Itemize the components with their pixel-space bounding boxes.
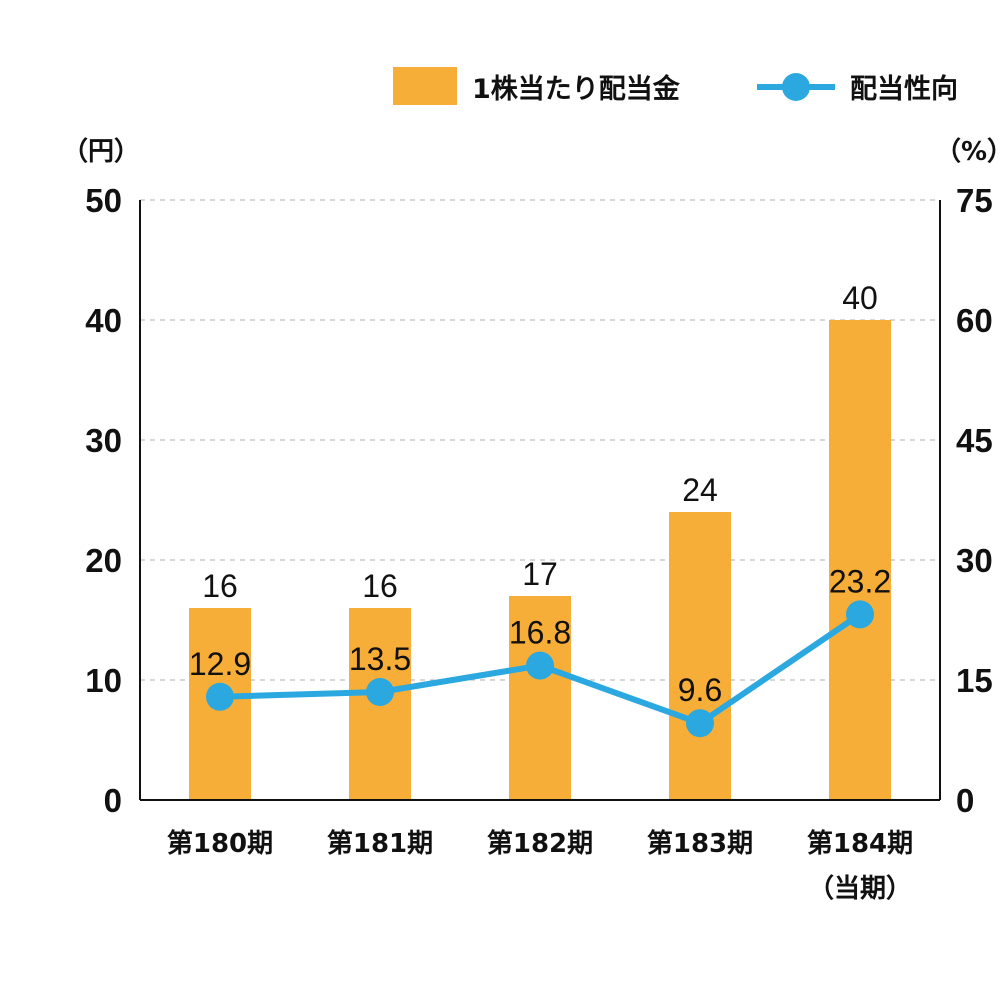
bar-value-label: 16 bbox=[362, 568, 398, 604]
data-labels: 16 16 17 24 40 12.9 13.5 16.8 9.6 23.2 bbox=[189, 280, 891, 708]
line-series bbox=[206, 600, 874, 738]
bar-value-label: 24 bbox=[682, 472, 718, 508]
bar-series bbox=[189, 320, 891, 800]
category-label: 第184期 bbox=[807, 828, 913, 859]
bar bbox=[829, 320, 891, 800]
line-value-label: 13.5 bbox=[349, 641, 411, 677]
category-label: 第181期 bbox=[327, 828, 433, 859]
bar bbox=[669, 512, 731, 800]
tick-labels: 0 10 20 30 40 50 0 15 30 45 60 75 bbox=[85, 182, 992, 819]
right-tick-label: 30 bbox=[956, 542, 993, 579]
bar-value-label: 17 bbox=[522, 556, 558, 592]
left-tick-label: 50 bbox=[85, 182, 122, 219]
legend-bar-swatch bbox=[393, 67, 457, 105]
line-point bbox=[686, 709, 714, 738]
line-value-label: 9.6 bbox=[678, 672, 722, 708]
left-tick-label: 0 bbox=[104, 782, 122, 819]
line-value-label: 16.8 bbox=[509, 615, 571, 651]
bar bbox=[509, 596, 571, 800]
legend-line-label: 配当性向 bbox=[850, 73, 958, 105]
left-tick-label: 20 bbox=[85, 542, 122, 579]
line-point bbox=[846, 600, 874, 629]
right-tick-label: 15 bbox=[956, 662, 993, 699]
legend-line-marker bbox=[782, 73, 810, 101]
legend-bar-label: 1株当たり配当金 bbox=[472, 73, 681, 105]
right-tick-label: 0 bbox=[956, 782, 974, 819]
right-tick-label: 60 bbox=[956, 302, 993, 339]
line-value-label: 12.9 bbox=[189, 646, 251, 682]
category-labels: 第180期 第181期 第182期 第183期 第184期 （当期） bbox=[167, 828, 913, 904]
category-sublabel: （当期） bbox=[808, 874, 912, 904]
left-tick-label: 30 bbox=[85, 422, 122, 459]
line-point bbox=[366, 678, 394, 706]
line-value-label: 23.2 bbox=[829, 563, 891, 599]
category-label: 第182期 bbox=[487, 828, 593, 859]
legend: 1株当たり配当金 配当性向 bbox=[393, 67, 958, 105]
axes bbox=[139, 200, 941, 801]
right-tick-label: 45 bbox=[956, 422, 993, 459]
bar-value-label: 40 bbox=[842, 280, 878, 316]
category-label: 第183期 bbox=[647, 828, 753, 859]
left-tick-label: 10 bbox=[85, 662, 122, 699]
bar-value-label: 16 bbox=[202, 568, 238, 604]
line-point bbox=[206, 682, 234, 711]
left-axis-unit: （円） bbox=[62, 137, 140, 167]
category-label: 第180期 bbox=[167, 828, 273, 859]
right-tick-label: 75 bbox=[956, 182, 993, 219]
right-axis-unit: （%） bbox=[935, 137, 1000, 167]
line-point bbox=[526, 651, 554, 680]
left-tick-label: 40 bbox=[85, 302, 122, 339]
